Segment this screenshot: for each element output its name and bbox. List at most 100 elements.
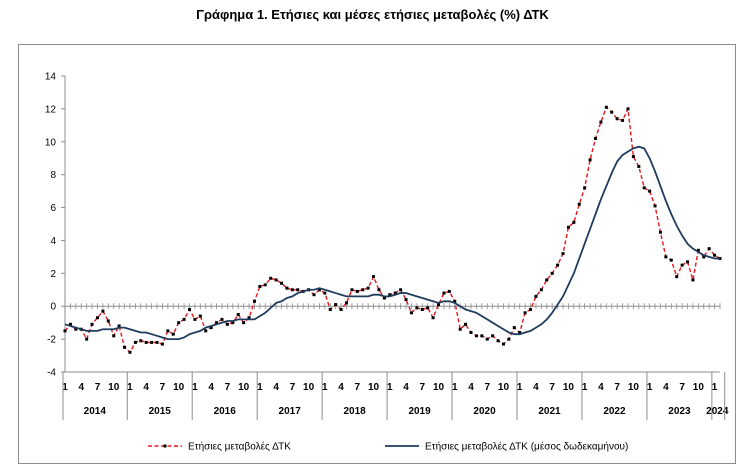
data-point bbox=[171, 332, 175, 336]
data-point bbox=[388, 293, 392, 297]
data-point bbox=[556, 263, 560, 267]
data-point bbox=[280, 281, 284, 285]
month-label: 7 bbox=[95, 382, 101, 393]
chart-title: Γράφημα 1. Ετήσιες και μέσες ετήσιες μετ… bbox=[196, 7, 549, 22]
month-label: 4 bbox=[78, 382, 84, 393]
data-point bbox=[464, 322, 468, 326]
data-point bbox=[539, 288, 543, 292]
series-line-annual bbox=[64, 106, 721, 354]
data-point bbox=[404, 298, 408, 302]
data-point bbox=[166, 329, 170, 333]
data-point bbox=[507, 337, 511, 341]
year-label: 2015 bbox=[149, 406, 172, 417]
month-label: 4 bbox=[533, 382, 539, 393]
y-tick-label: 10 bbox=[45, 137, 57, 148]
y-tick-label: 8 bbox=[50, 170, 56, 181]
data-point bbox=[117, 324, 121, 328]
month-label: 1 bbox=[452, 382, 458, 393]
legend-marker-annual bbox=[163, 444, 167, 448]
data-point bbox=[680, 263, 684, 267]
data-point bbox=[236, 312, 240, 316]
data-point bbox=[675, 275, 679, 279]
data-point bbox=[101, 309, 105, 313]
month-label: 10 bbox=[563, 382, 575, 393]
month-label: 4 bbox=[338, 382, 344, 393]
month-label: 1 bbox=[257, 382, 263, 393]
year-label: 2017 bbox=[279, 406, 302, 417]
data-point bbox=[225, 322, 229, 326]
year-label: 2014 bbox=[84, 406, 107, 417]
data-point bbox=[566, 225, 570, 229]
y-tick-label: 14 bbox=[45, 72, 57, 83]
data-point bbox=[648, 189, 652, 193]
month-label: 7 bbox=[355, 382, 361, 393]
data-point bbox=[209, 326, 213, 330]
month-label: 10 bbox=[628, 382, 640, 393]
data-point bbox=[334, 303, 338, 307]
data-point bbox=[480, 334, 484, 338]
data-point bbox=[437, 303, 441, 307]
month-label: 10 bbox=[693, 382, 705, 393]
data-point bbox=[653, 204, 657, 208]
data-point bbox=[372, 275, 376, 279]
data-point bbox=[431, 316, 435, 320]
y-tick-label: 6 bbox=[50, 203, 56, 214]
month-label: 1 bbox=[62, 382, 68, 393]
month-label: 7 bbox=[225, 382, 231, 393]
data-point bbox=[599, 120, 603, 124]
y-tick-label: -2 bbox=[47, 335, 56, 346]
data-point bbox=[133, 340, 137, 344]
data-point bbox=[696, 248, 700, 252]
data-point bbox=[393, 291, 397, 295]
year-label: 2018 bbox=[343, 406, 366, 417]
data-point bbox=[139, 339, 143, 343]
data-point bbox=[188, 308, 192, 312]
month-label: 4 bbox=[143, 382, 149, 393]
month-label: 1 bbox=[582, 382, 588, 393]
month-label: 4 bbox=[273, 382, 279, 393]
data-point bbox=[691, 278, 695, 282]
month-label: 1 bbox=[517, 382, 523, 393]
data-point bbox=[399, 288, 403, 292]
y-tick-label: 0 bbox=[50, 302, 56, 313]
data-point bbox=[621, 118, 625, 122]
month-label: 1 bbox=[712, 382, 718, 393]
data-point bbox=[355, 289, 359, 293]
data-point bbox=[198, 314, 202, 318]
data-point bbox=[604, 105, 608, 109]
data-point bbox=[453, 299, 457, 303]
data-point bbox=[382, 296, 386, 300]
data-point bbox=[550, 271, 554, 275]
data-point bbox=[252, 299, 256, 303]
data-point bbox=[247, 316, 251, 320]
month-label: 1 bbox=[127, 382, 133, 393]
data-point bbox=[534, 294, 538, 298]
month-label: 7 bbox=[290, 382, 296, 393]
data-point bbox=[204, 329, 208, 333]
data-point bbox=[631, 155, 635, 159]
data-point bbox=[290, 288, 294, 292]
data-point bbox=[112, 334, 116, 338]
data-point bbox=[328, 308, 332, 312]
y-tick-label: 2 bbox=[50, 269, 56, 280]
data-point bbox=[529, 308, 533, 312]
data-point bbox=[658, 230, 662, 234]
data-point bbox=[95, 316, 99, 320]
data-point bbox=[160, 342, 164, 346]
data-point bbox=[106, 319, 110, 323]
data-point bbox=[339, 308, 343, 312]
data-point bbox=[123, 345, 127, 349]
data-point bbox=[312, 293, 316, 297]
data-point bbox=[637, 164, 641, 168]
month-label: 10 bbox=[303, 382, 315, 393]
year-label: 2021 bbox=[538, 406, 561, 417]
legend-label-annual: Ετήσιες μεταβολές ΔΤΚ bbox=[188, 441, 291, 453]
data-point bbox=[626, 107, 630, 111]
data-point bbox=[512, 326, 516, 330]
data-point bbox=[713, 253, 717, 257]
data-point bbox=[344, 301, 348, 305]
month-label: 10 bbox=[173, 382, 185, 393]
data-point bbox=[274, 278, 278, 282]
month-label: 4 bbox=[468, 382, 474, 393]
